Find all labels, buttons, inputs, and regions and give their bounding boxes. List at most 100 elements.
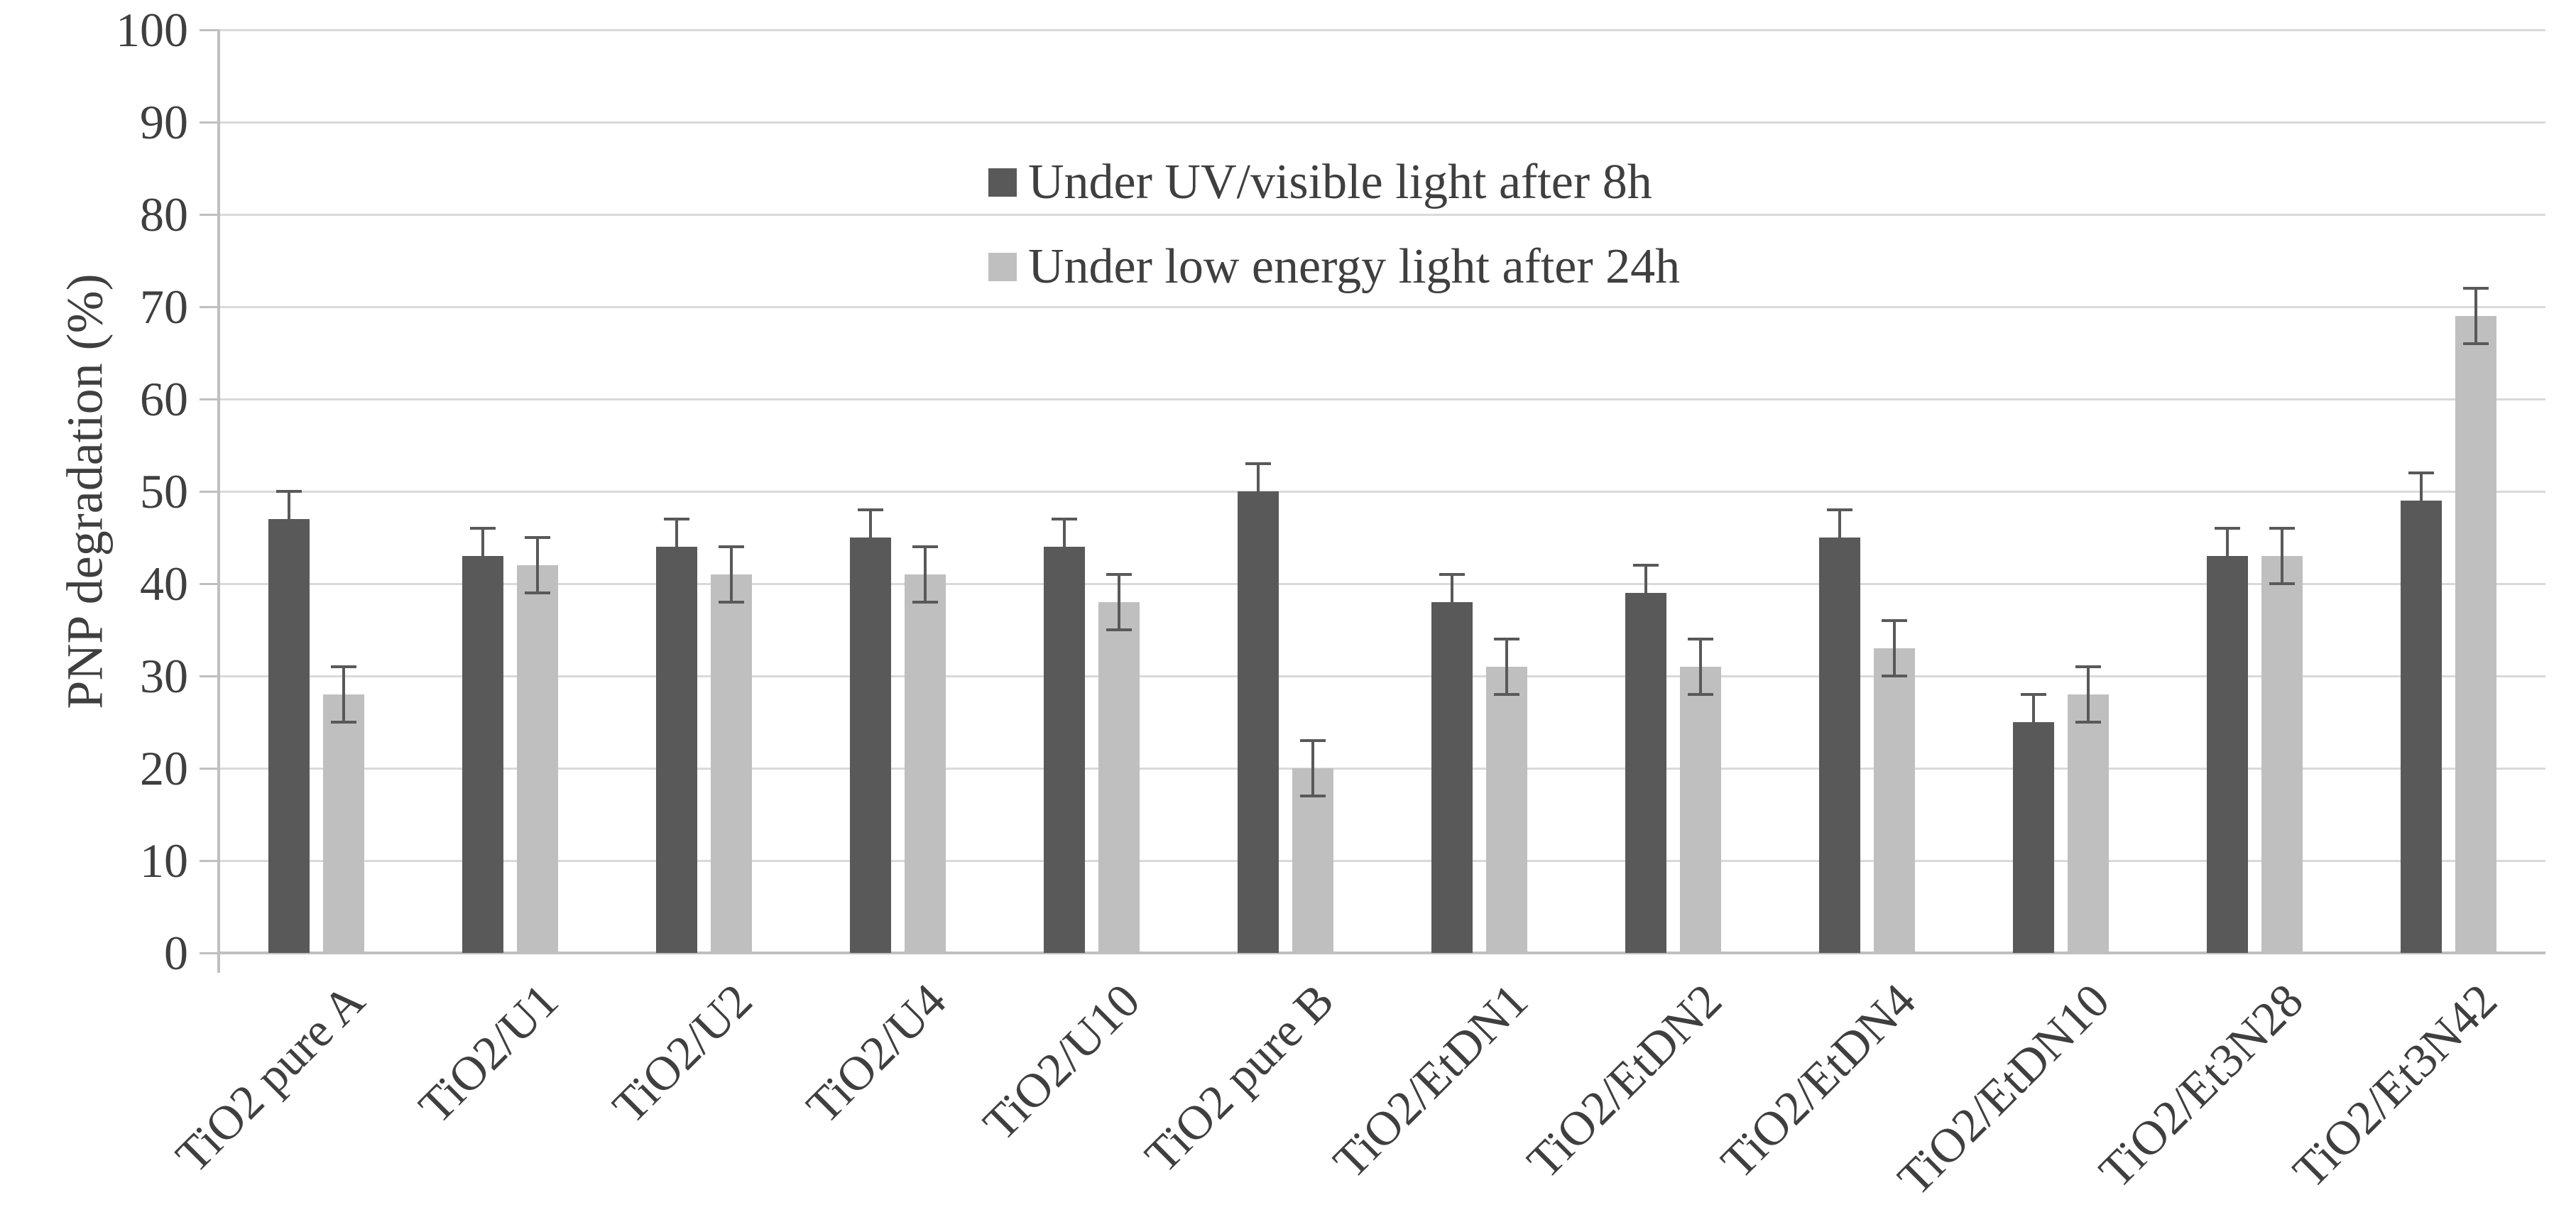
error-bar-whisker bbox=[924, 547, 927, 602]
bar bbox=[905, 574, 946, 953]
error-bar-whisker bbox=[1063, 519, 1066, 574]
error-bar-whisker bbox=[2281, 528, 2283, 584]
x-axis-category-label: TiO2/EtDN4 bbox=[1710, 973, 1926, 1189]
bar bbox=[1238, 491, 1279, 953]
error-bar-cap-top bbox=[470, 527, 496, 530]
bar bbox=[1625, 593, 1666, 953]
bar bbox=[656, 547, 697, 953]
error-bar-cap-bottom bbox=[1688, 693, 1713, 696]
y-axis-tick-label: 30 bbox=[140, 649, 188, 703]
error-bar-cap-top bbox=[2215, 527, 2240, 530]
error-bar-cap-top bbox=[858, 508, 883, 511]
error-bar-whisker bbox=[1838, 510, 1841, 565]
error-bar-whisker bbox=[2226, 528, 2229, 584]
error-bar-cap-top bbox=[1106, 573, 1132, 576]
y-axis-tick bbox=[200, 860, 219, 862]
error-bar-cap-bottom bbox=[1494, 693, 1519, 696]
error-bar-whisker bbox=[2474, 288, 2477, 344]
error-bar-cap-bottom bbox=[2463, 342, 2489, 345]
bar bbox=[462, 556, 503, 953]
error-bar-whisker bbox=[481, 528, 484, 584]
x-axis-category-label: TiO2/U4 bbox=[796, 973, 956, 1134]
error-bar-cap-bottom bbox=[2075, 721, 2101, 724]
legend-item-low-energy: Under low energy light after 24h bbox=[988, 235, 1680, 299]
y-axis-tick bbox=[200, 768, 219, 770]
error-bar-cap-bottom bbox=[1106, 628, 1132, 631]
legend-swatch-uv-visible bbox=[988, 168, 1017, 197]
h-gridline bbox=[219, 214, 2545, 216]
error-bar-cap-top bbox=[331, 665, 356, 668]
x-axis-category-label: TiO2/Et3N28 bbox=[2088, 973, 2313, 1199]
y-axis-tick-label: 80 bbox=[140, 187, 188, 241]
bar bbox=[1874, 648, 1915, 953]
error-bar-cap-bottom bbox=[525, 591, 550, 594]
bar bbox=[1680, 667, 1721, 953]
x-axis-category-label: TiO2 pure A bbox=[165, 973, 375, 1183]
x-axis-category-label: TiO2/U2 bbox=[602, 973, 763, 1134]
bar bbox=[2013, 722, 2054, 953]
y-axis-tick-label: 40 bbox=[140, 557, 188, 611]
y-axis-tick-label: 70 bbox=[140, 280, 188, 334]
error-bar-cap-top bbox=[2463, 287, 2489, 290]
y-axis-title: PNP degradation (%) bbox=[56, 273, 114, 709]
bar bbox=[2068, 694, 2109, 953]
error-bar-cap-top bbox=[912, 545, 938, 548]
error-bar-whisker bbox=[1699, 639, 1702, 694]
error-bar-cap-bottom bbox=[2269, 582, 2295, 585]
bar bbox=[1431, 602, 1473, 953]
y-axis-line bbox=[217, 30, 220, 973]
error-bar-cap-bottom bbox=[1052, 573, 1077, 576]
y-axis-tick bbox=[200, 214, 219, 216]
error-bar-cap-bottom bbox=[331, 721, 356, 724]
h-gridline bbox=[219, 768, 2545, 770]
legend-label-uv-visible: Under UV/visible light after 8h bbox=[1028, 155, 1652, 209]
y-axis-tick bbox=[200, 491, 219, 493]
legend: Under UV/visible light after 8h Under lo… bbox=[988, 151, 1680, 320]
bar bbox=[268, 519, 310, 953]
bar bbox=[2401, 501, 2442, 953]
error-bar-cap-top bbox=[2075, 665, 2101, 668]
y-axis-tick bbox=[200, 121, 219, 124]
error-bar-cap-top bbox=[1245, 462, 1271, 465]
x-axis-category-label: TiO2/EtDN2 bbox=[1516, 973, 1732, 1189]
h-gridline bbox=[219, 306, 2545, 308]
error-bar-cap-top bbox=[664, 518, 689, 520]
error-bar-cap-top bbox=[525, 536, 550, 539]
bar bbox=[711, 574, 752, 953]
y-axis-tick bbox=[200, 29, 219, 31]
bar bbox=[1044, 547, 1085, 953]
y-axis-tick bbox=[200, 583, 219, 585]
bar bbox=[1292, 768, 1333, 953]
y-axis-tick-label: 20 bbox=[140, 741, 188, 795]
bar bbox=[850, 538, 891, 953]
h-gridline bbox=[219, 860, 2545, 862]
error-bar-whisker bbox=[1257, 464, 1260, 519]
error-bar-cap-bottom bbox=[470, 582, 496, 585]
error-bar-whisker bbox=[1893, 621, 1896, 676]
error-bar-cap-top bbox=[2408, 471, 2434, 474]
bar bbox=[1098, 602, 1140, 953]
error-bar-cap-top bbox=[1494, 638, 1519, 640]
error-bar-whisker bbox=[1118, 574, 1120, 630]
h-gridline bbox=[219, 491, 2545, 493]
error-bar-whisker bbox=[1311, 741, 1314, 796]
error-bar-cap-bottom bbox=[719, 601, 744, 604]
error-bar-cap-top bbox=[1633, 564, 1659, 567]
y-axis-tick-label: 60 bbox=[140, 372, 188, 426]
error-bar-cap-bottom bbox=[1300, 795, 1326, 797]
error-bar-cap-top bbox=[719, 545, 744, 548]
error-bar-cap-bottom bbox=[858, 564, 883, 567]
error-bar-cap-bottom bbox=[664, 573, 689, 576]
bar bbox=[1819, 538, 1860, 953]
error-bar-cap-bottom bbox=[2408, 527, 2434, 530]
x-axis-category-label: TiO2/EtDN1 bbox=[1322, 973, 1538, 1189]
error-bar-cap-top bbox=[1688, 638, 1713, 640]
h-gridline bbox=[219, 675, 2545, 677]
bar bbox=[2261, 556, 2303, 953]
error-bar-cap-bottom bbox=[1882, 675, 1907, 677]
bar bbox=[2207, 556, 2248, 953]
error-bar-whisker bbox=[342, 667, 345, 722]
x-axis-category-label: TiO2/Et3N42 bbox=[2282, 973, 2507, 1199]
y-axis-tick-label: 90 bbox=[140, 95, 188, 149]
